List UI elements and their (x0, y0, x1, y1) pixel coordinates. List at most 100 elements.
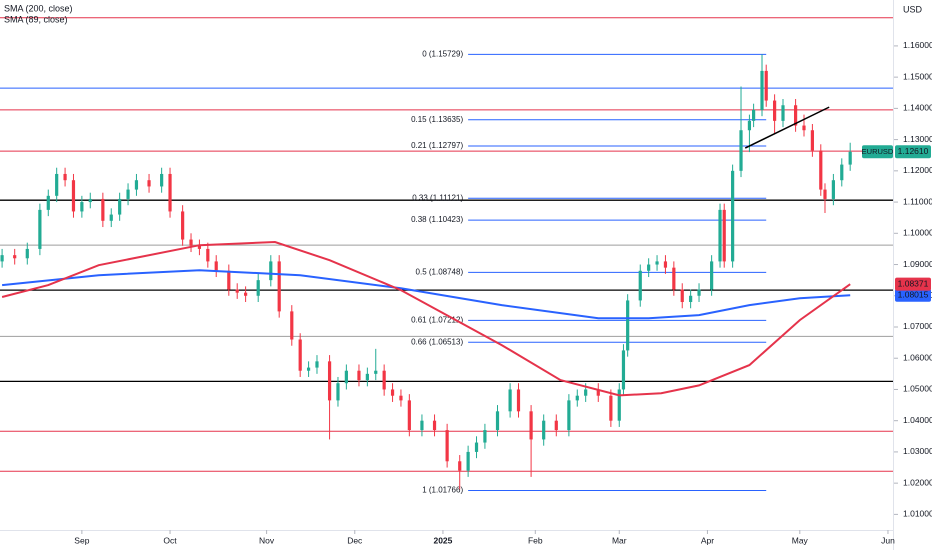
candle-body (752, 109, 756, 121)
candle-body (134, 180, 139, 190)
candle-body (617, 389, 621, 421)
candle-body (848, 151, 852, 165)
x-tick-label: Apr (701, 535, 714, 545)
candle-body (802, 125, 806, 131)
candle-body (764, 70, 768, 101)
candle-body (584, 389, 588, 396)
price-badge (895, 288, 931, 302)
candle-body (819, 150, 823, 190)
candle-body (365, 373, 369, 381)
y-tick-label: 1.04000 (903, 415, 932, 425)
candle-body (697, 289, 701, 296)
candle-body (374, 370, 378, 374)
candle-body (508, 389, 512, 412)
y-tick-label: 1.12000 (903, 165, 932, 175)
candle-body (118, 198, 122, 215)
candle-body (55, 173, 59, 196)
candle-body (390, 389, 395, 396)
candle-body (760, 70, 764, 110)
candle-body (575, 395, 579, 401)
candle-body (109, 214, 113, 221)
candle-body (596, 389, 600, 396)
x-tick-label: Nov (259, 535, 275, 545)
x-tick-label: Jun (881, 535, 895, 545)
y-tick-label: 1.07000 (903, 321, 932, 331)
candle-body (197, 245, 202, 249)
y-tick-label: 1.09000 (903, 259, 932, 269)
candle-body (722, 209, 726, 262)
price-badge (895, 277, 931, 291)
candle-body (432, 420, 437, 431)
candle-body (306, 367, 311, 371)
y-tick-label: 1.13000 (903, 134, 932, 144)
candle-body (168, 173, 172, 212)
candle-body (626, 300, 630, 351)
candle-body (781, 105, 785, 121)
candle-body (214, 261, 218, 271)
fib-label: 0.61 (1.07212) (411, 315, 463, 324)
x-tick-label: Oct (163, 535, 177, 545)
price-badge-label: 1.12610 (898, 146, 929, 156)
symbol-badge-label: EURUSD (862, 147, 894, 156)
candle-body (609, 395, 613, 421)
candle-body (731, 170, 735, 262)
candle-body (621, 350, 626, 390)
fib-label: 0.15 (1.13635) (411, 115, 463, 124)
candle-body (206, 248, 210, 262)
candle-body (407, 400, 411, 431)
candle-body (840, 164, 844, 181)
candle-body (773, 100, 777, 121)
candle-body (638, 270, 642, 301)
fib-label: 1 (1.01766) (422, 486, 463, 495)
candle-body (831, 180, 835, 199)
candle-body (420, 420, 424, 431)
fib-label: 0.38 (1.10423) (411, 215, 463, 224)
candle-body (101, 198, 105, 221)
candle-body (13, 255, 17, 259)
candle-body (483, 430, 487, 443)
y-tick-label: 1.05000 (903, 384, 932, 394)
fib-label: 0.33 (1.11121) (412, 193, 463, 202)
currency: USD (903, 4, 923, 14)
y-tick-label: 1.01000 (903, 509, 932, 519)
legend-entry: SMA (200, close) (4, 3, 73, 13)
candle-body (147, 180, 151, 187)
sma-line (1, 269, 851, 320)
candle-body (382, 370, 386, 390)
y-tick-label: 1.02000 (903, 477, 932, 487)
x-tick-label: May (792, 535, 809, 545)
candle-body (458, 461, 462, 471)
candle-body (718, 209, 722, 262)
candle-body (663, 261, 668, 268)
price-badge-label: 1.08015 (898, 290, 929, 300)
candle-body (739, 130, 743, 171)
candle-body (474, 442, 479, 452)
y-tick-label: 1.16000 (903, 40, 932, 50)
price-badge (895, 145, 931, 159)
candle-body (655, 261, 659, 265)
candle-body (46, 195, 50, 210)
candle-body (290, 311, 294, 340)
fib-label: 0.5 (1.08748) (416, 268, 464, 277)
candle-body (647, 264, 651, 271)
y-tick-label: 1.15000 (903, 71, 932, 81)
candle-body (357, 370, 361, 381)
x-tick-label: Sep (74, 535, 89, 545)
candle-body (25, 248, 29, 259)
candle-body (0, 255, 4, 262)
candle-body (710, 261, 714, 290)
candle-body (63, 173, 67, 181)
candle-body (189, 239, 193, 246)
x-tick-label: Feb (528, 535, 543, 545)
y-tick-label: 1.03000 (903, 446, 932, 456)
candle-body (399, 395, 403, 401)
candle-body (495, 411, 500, 431)
x-tick-label: 2025 (433, 535, 452, 545)
candle-body (672, 267, 676, 290)
candle-body (516, 389, 521, 412)
candle-body (298, 339, 302, 371)
candle-body (445, 430, 449, 462)
candle-body (327, 361, 332, 401)
candle-body (269, 261, 273, 281)
